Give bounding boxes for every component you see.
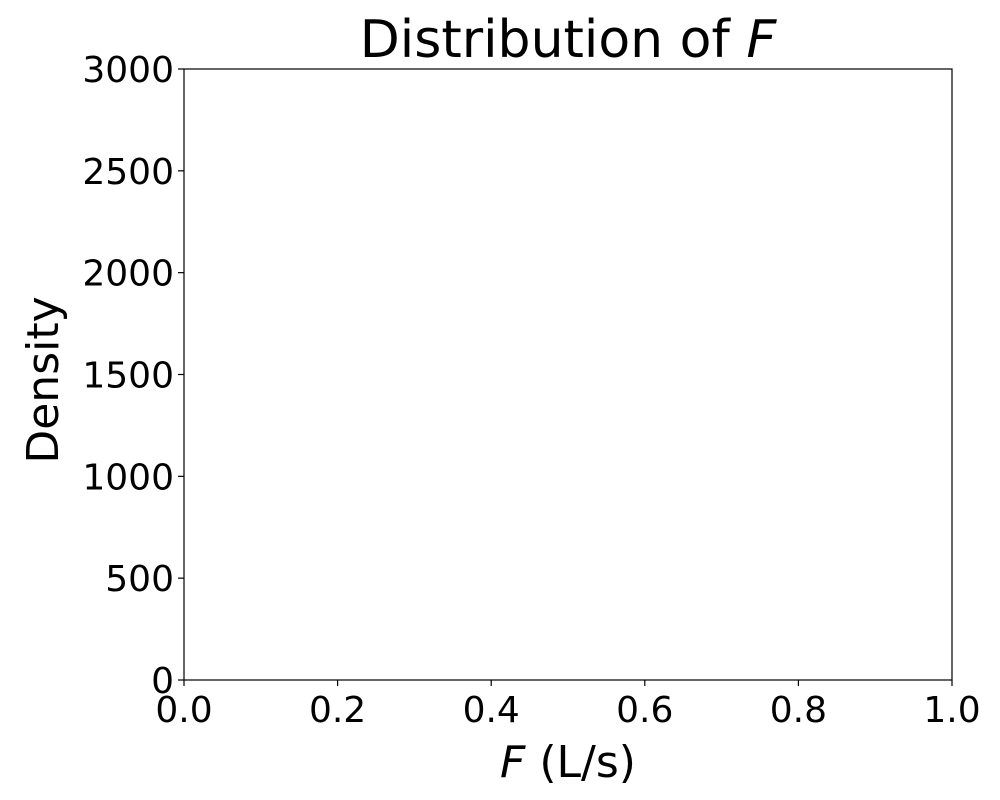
x-axis-label-unit: (L/s) <box>525 737 636 788</box>
x-tick-label: 0.6 <box>616 690 673 731</box>
plot-area <box>183 68 953 681</box>
x-tick-label: 1.0 <box>923 690 980 731</box>
x-tick-label: 0.2 <box>309 690 366 731</box>
y-tick-label: 3000 <box>82 50 174 91</box>
chart-title: Distribution of F <box>360 10 778 70</box>
y-tick-label: 500 <box>105 559 174 600</box>
x-tick-label: 0.4 <box>463 690 520 731</box>
title-prefix: Distribution of <box>360 10 747 70</box>
y-tick-label: 2000 <box>82 254 174 295</box>
svg-text:Distribution of F: Distribution of F <box>360 10 778 70</box>
y-axis-ticks: 0 500 1000 1500 2000 2500 3000 <box>82 50 184 702</box>
y-tick-label: 2500 <box>82 152 174 193</box>
x-axis-label-variable: F <box>500 737 526 788</box>
y-tick-label: 1000 <box>82 457 174 498</box>
x-axis-ticks: 0.0 0.2 0.4 0.6 0.8 1.0 <box>155 680 981 731</box>
y-tick-label: 1500 <box>82 356 174 397</box>
x-axis-label: F (L/s) <box>500 737 636 788</box>
y-axis-label: Density <box>18 296 69 463</box>
x-tick-label: 0.0 <box>155 690 212 731</box>
y-tick-label: 0 <box>151 661 174 702</box>
title-variable: F <box>746 10 777 70</box>
x-tick-label: 0.8 <box>770 690 827 731</box>
